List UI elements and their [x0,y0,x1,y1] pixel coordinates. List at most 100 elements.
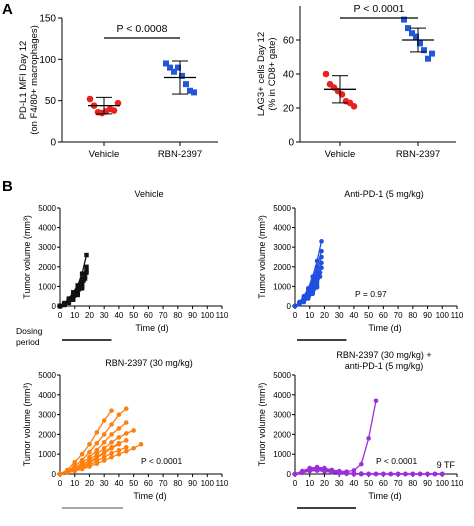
x-tick-label: 110 [451,479,464,488]
data-point [94,461,100,467]
x-axis-label: Time (d) [135,323,168,333]
series-line [294,400,377,475]
data-point [110,107,118,114]
data-point [123,420,129,425]
data-point [81,278,86,283]
data-point [344,471,349,477]
x-tick-label: 100 [436,479,450,488]
x-tick-label: 90 [423,479,432,488]
growth-vehicle: 0 1000 2000 3000 4000 5000 0 10 20 30 40 50 60 70 80 90… [16,189,229,347]
data-point [373,471,379,477]
data-point [421,47,427,54]
x-tick-label: 90 [423,311,432,320]
y-tick-label: 100 [39,55,56,66]
data-point [101,454,107,460]
x-tick-label: 70 [159,479,168,488]
data-point [86,95,94,103]
x-tick-label: 50 [364,311,373,320]
data-point [79,271,85,276]
data-point [401,16,407,23]
data-point [351,471,357,477]
y-tick-label: 4000 [38,224,56,233]
data-point [116,412,122,417]
data-point [429,50,435,57]
data-point [94,430,100,435]
data-point [167,64,173,71]
data-point [439,471,445,477]
data-point [417,471,423,477]
data-point [305,296,311,301]
data-point [314,468,320,473]
data-point [57,303,63,309]
x-tick-label: 10 [305,311,314,320]
panel-label-b: B [2,178,13,195]
x-tick-label: 90 [188,479,197,488]
x-tick-label: 30 [100,311,109,320]
data-point [57,471,63,477]
data-point [116,435,122,440]
y-tick-label: 3000 [38,243,56,252]
y-tick-label: 4000 [273,391,291,400]
x-tick-label: 40 [349,311,358,320]
y-tick-label: 0 [287,470,292,479]
y-tick-label: 150 [39,14,56,25]
data-point [101,450,107,456]
data-point [116,447,122,453]
p-value-label: P < 0.0001 [141,456,182,466]
y-tick-label: 0 [52,470,57,479]
x-tick-label: 80 [173,479,182,488]
x-tick-label: 70 [159,311,168,320]
data-point [109,440,114,445]
data-point [319,239,324,244]
data-point [171,68,177,75]
y-axis-label: Tumor volume (mm³) [22,215,32,299]
data-point [138,442,144,447]
data-point [319,260,324,266]
data-point [319,248,324,254]
data-point [409,30,415,37]
x-axis-label: Time (d) [133,491,166,501]
data-point [79,466,85,472]
y-tick-label: 40 [283,70,295,81]
y-tick-label: 1000 [273,450,291,459]
data-point [123,406,129,411]
data-point [109,432,114,437]
growth-rbn2397: 0 1000 2000 3000 4000 5000 0 10 20 30 40 50 60 70 80 90… [22,358,229,509]
data-point [116,442,122,447]
data-point [84,252,89,258]
y-tick-label: 60 [283,36,295,47]
y-tick-label: 3000 [273,411,291,420]
data-point [84,270,89,275]
x-tick-label: 70 [394,479,403,488]
y-tick-label: 4000 [38,391,56,400]
data-point [116,426,122,431]
y-axis-label: Tumor volume (mm³) [257,215,267,299]
y-tick-label: 2000 [38,263,56,272]
x-tick-label: 70 [394,311,403,320]
chart-title: RBN-2397 (30 mg/kg) [105,358,193,368]
x-tick-label: 40 [114,479,123,488]
x-tick-label: 0 [58,311,63,320]
data-point [101,432,107,437]
data-point [114,99,122,107]
x-tick-label: 10 [70,311,79,320]
data-point [109,445,114,451]
significance-label: P < 0.0008 [117,23,168,35]
x-tick-label: 10 [70,479,79,488]
y-axis-label: (on F4/80+ macrophages) [29,25,40,135]
data-point [109,450,114,456]
y-tick-label: 0 [287,302,292,311]
data-point [381,471,386,477]
x-tick-label: 80 [173,311,182,320]
data-point [358,461,364,467]
data-point [179,72,185,79]
data-point [292,303,298,309]
y-tick-label: 5000 [273,371,291,380]
series-line [59,421,127,475]
x-axis-label: Time (d) [368,491,401,501]
data-point [405,25,411,32]
data-point [109,422,114,427]
data-point [319,265,324,271]
x-tick-label: 10 [305,479,314,488]
data-point [123,431,129,436]
